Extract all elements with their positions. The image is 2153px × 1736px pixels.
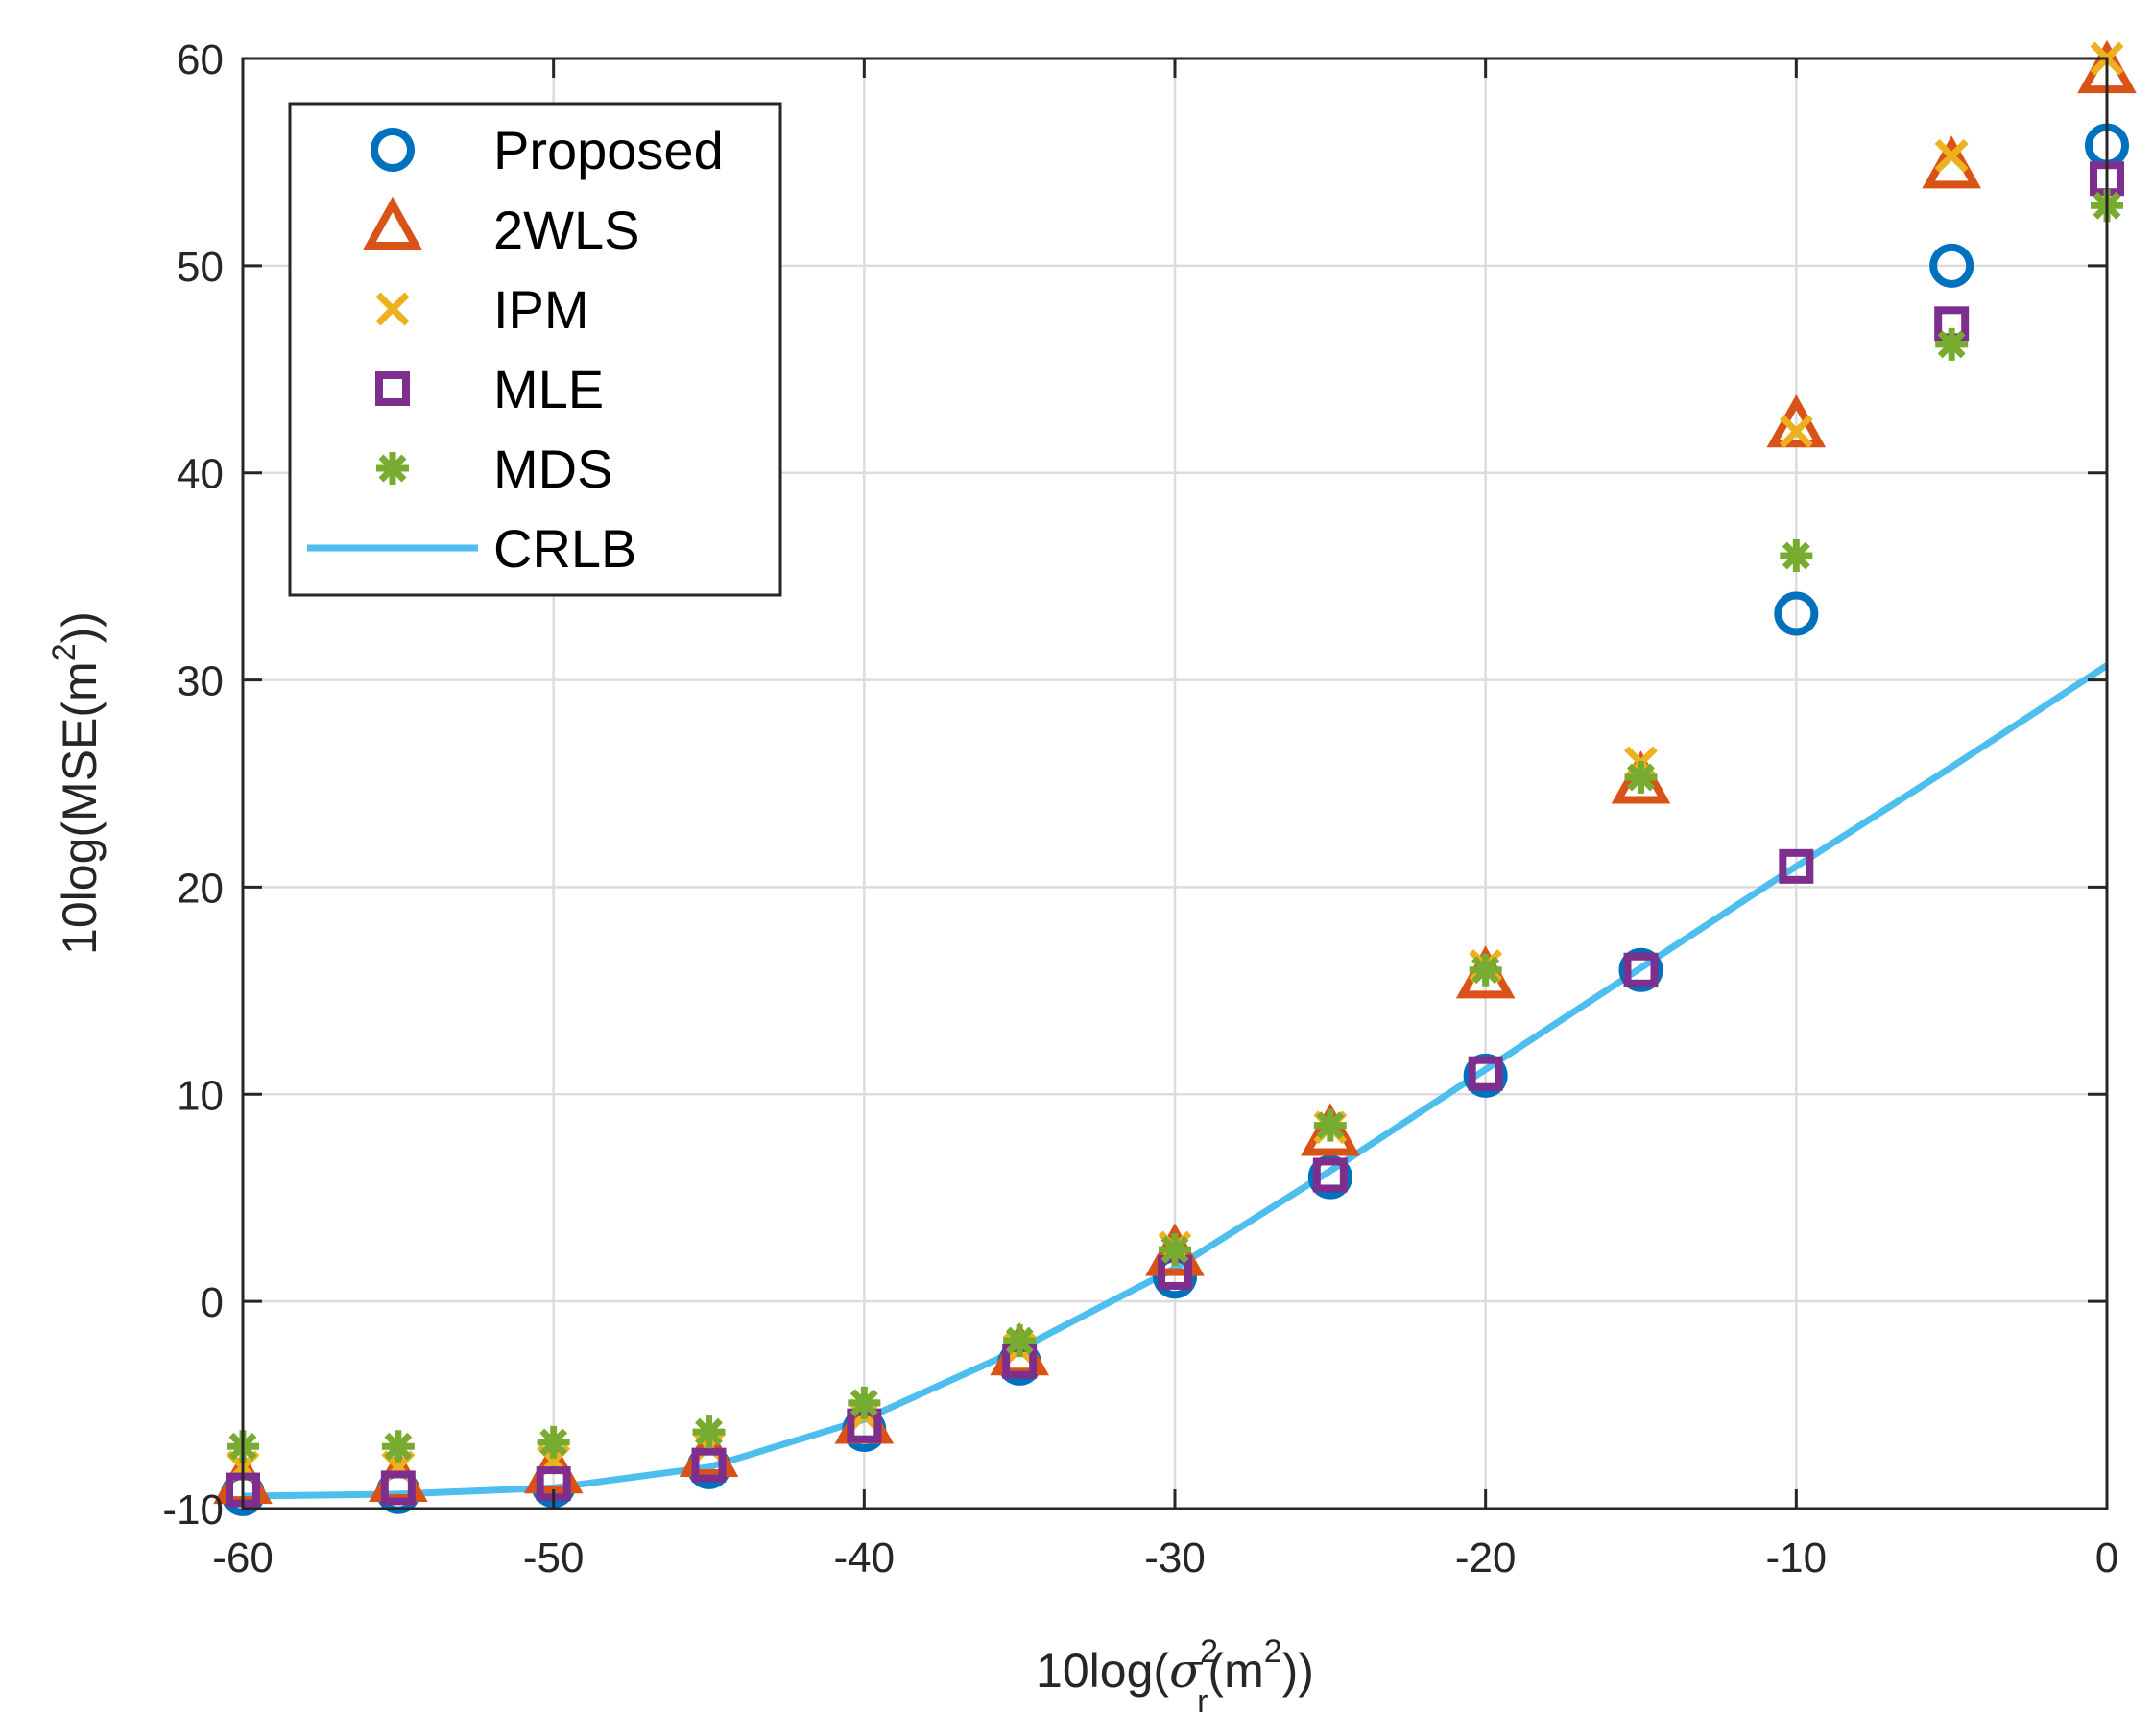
legend-marker-2wls [363,196,422,250]
y-tick-label: 30 [177,658,224,705]
x-tick-label: -40 [834,1534,896,1581]
point-ipm [1934,138,1969,173]
point-mle [691,1447,727,1483]
point-proposed [1929,243,1974,288]
point-mds [1159,1233,1191,1267]
point-mds [848,1386,881,1419]
x-axis-label: 10log(σ2 r(m2)) [1036,1633,1314,1720]
legend-marker-proposed [371,128,415,172]
point-proposed [1774,591,1819,636]
y-tick-label: 50 [177,244,224,291]
point-ipm [1779,415,1813,449]
point-mle [1779,848,1814,884]
point-2wls [1301,1103,1360,1156]
x-tick-label: -10 [1766,1534,1828,1581]
point-mds [1780,539,1813,573]
x-tick-label: -30 [1144,1534,1206,1581]
tick-labels: -60 -50 -40 -30 -20 -10 0 -10 0 10 20 30 40 50 60 [162,36,2118,1581]
point-mds [1624,761,1658,795]
legend-marker-mle [375,371,410,406]
point-mle [380,1470,416,1506]
y-tick-label: 20 [177,865,224,912]
y-tick-label: 10 [177,1072,224,1119]
y-tick-label: 60 [177,36,224,83]
point-mds [692,1415,726,1449]
legend-box [288,102,782,597]
y-tick-label: 40 [177,451,224,498]
legend-label-crlb: CRLB [493,518,636,579]
y-axis-label: 10log(MSE(m2)) [46,611,107,955]
x-tick-label: -20 [1455,1534,1517,1581]
axis-ticks [241,57,2109,1510]
point-mds [1935,327,1969,361]
legend-label-mds: MDS [493,439,612,499]
point-mds [537,1425,570,1459]
x-tick-label: -50 [523,1534,585,1581]
y-tick-label: 0 [201,1279,224,1326]
point-mds [1003,1324,1037,1358]
legend-label-2wls: 2WLS [493,200,640,260]
point-mle [1468,1056,1503,1091]
legend-label-proposed: Proposed [493,120,724,180]
point-mds [381,1430,415,1463]
point-mle [1623,952,1659,987]
x-tick-label: 0 [2095,1534,2118,1581]
point-mds [1313,1108,1347,1142]
point-mds [1469,953,1502,987]
legend-label-ipm: IPM [493,279,589,340]
y-tick-label: -10 [162,1486,224,1534]
point-proposed [1618,947,1663,992]
legend-marker-ipm [375,292,410,326]
x-tick-label: -60 [212,1534,274,1581]
legend: Proposed 2WLS IPM MLE MDS CRLB [288,102,782,597]
legend-marker-mds [376,452,409,485]
legend-label-mle: MLE [493,359,604,419]
point-mle [1312,1157,1348,1193]
